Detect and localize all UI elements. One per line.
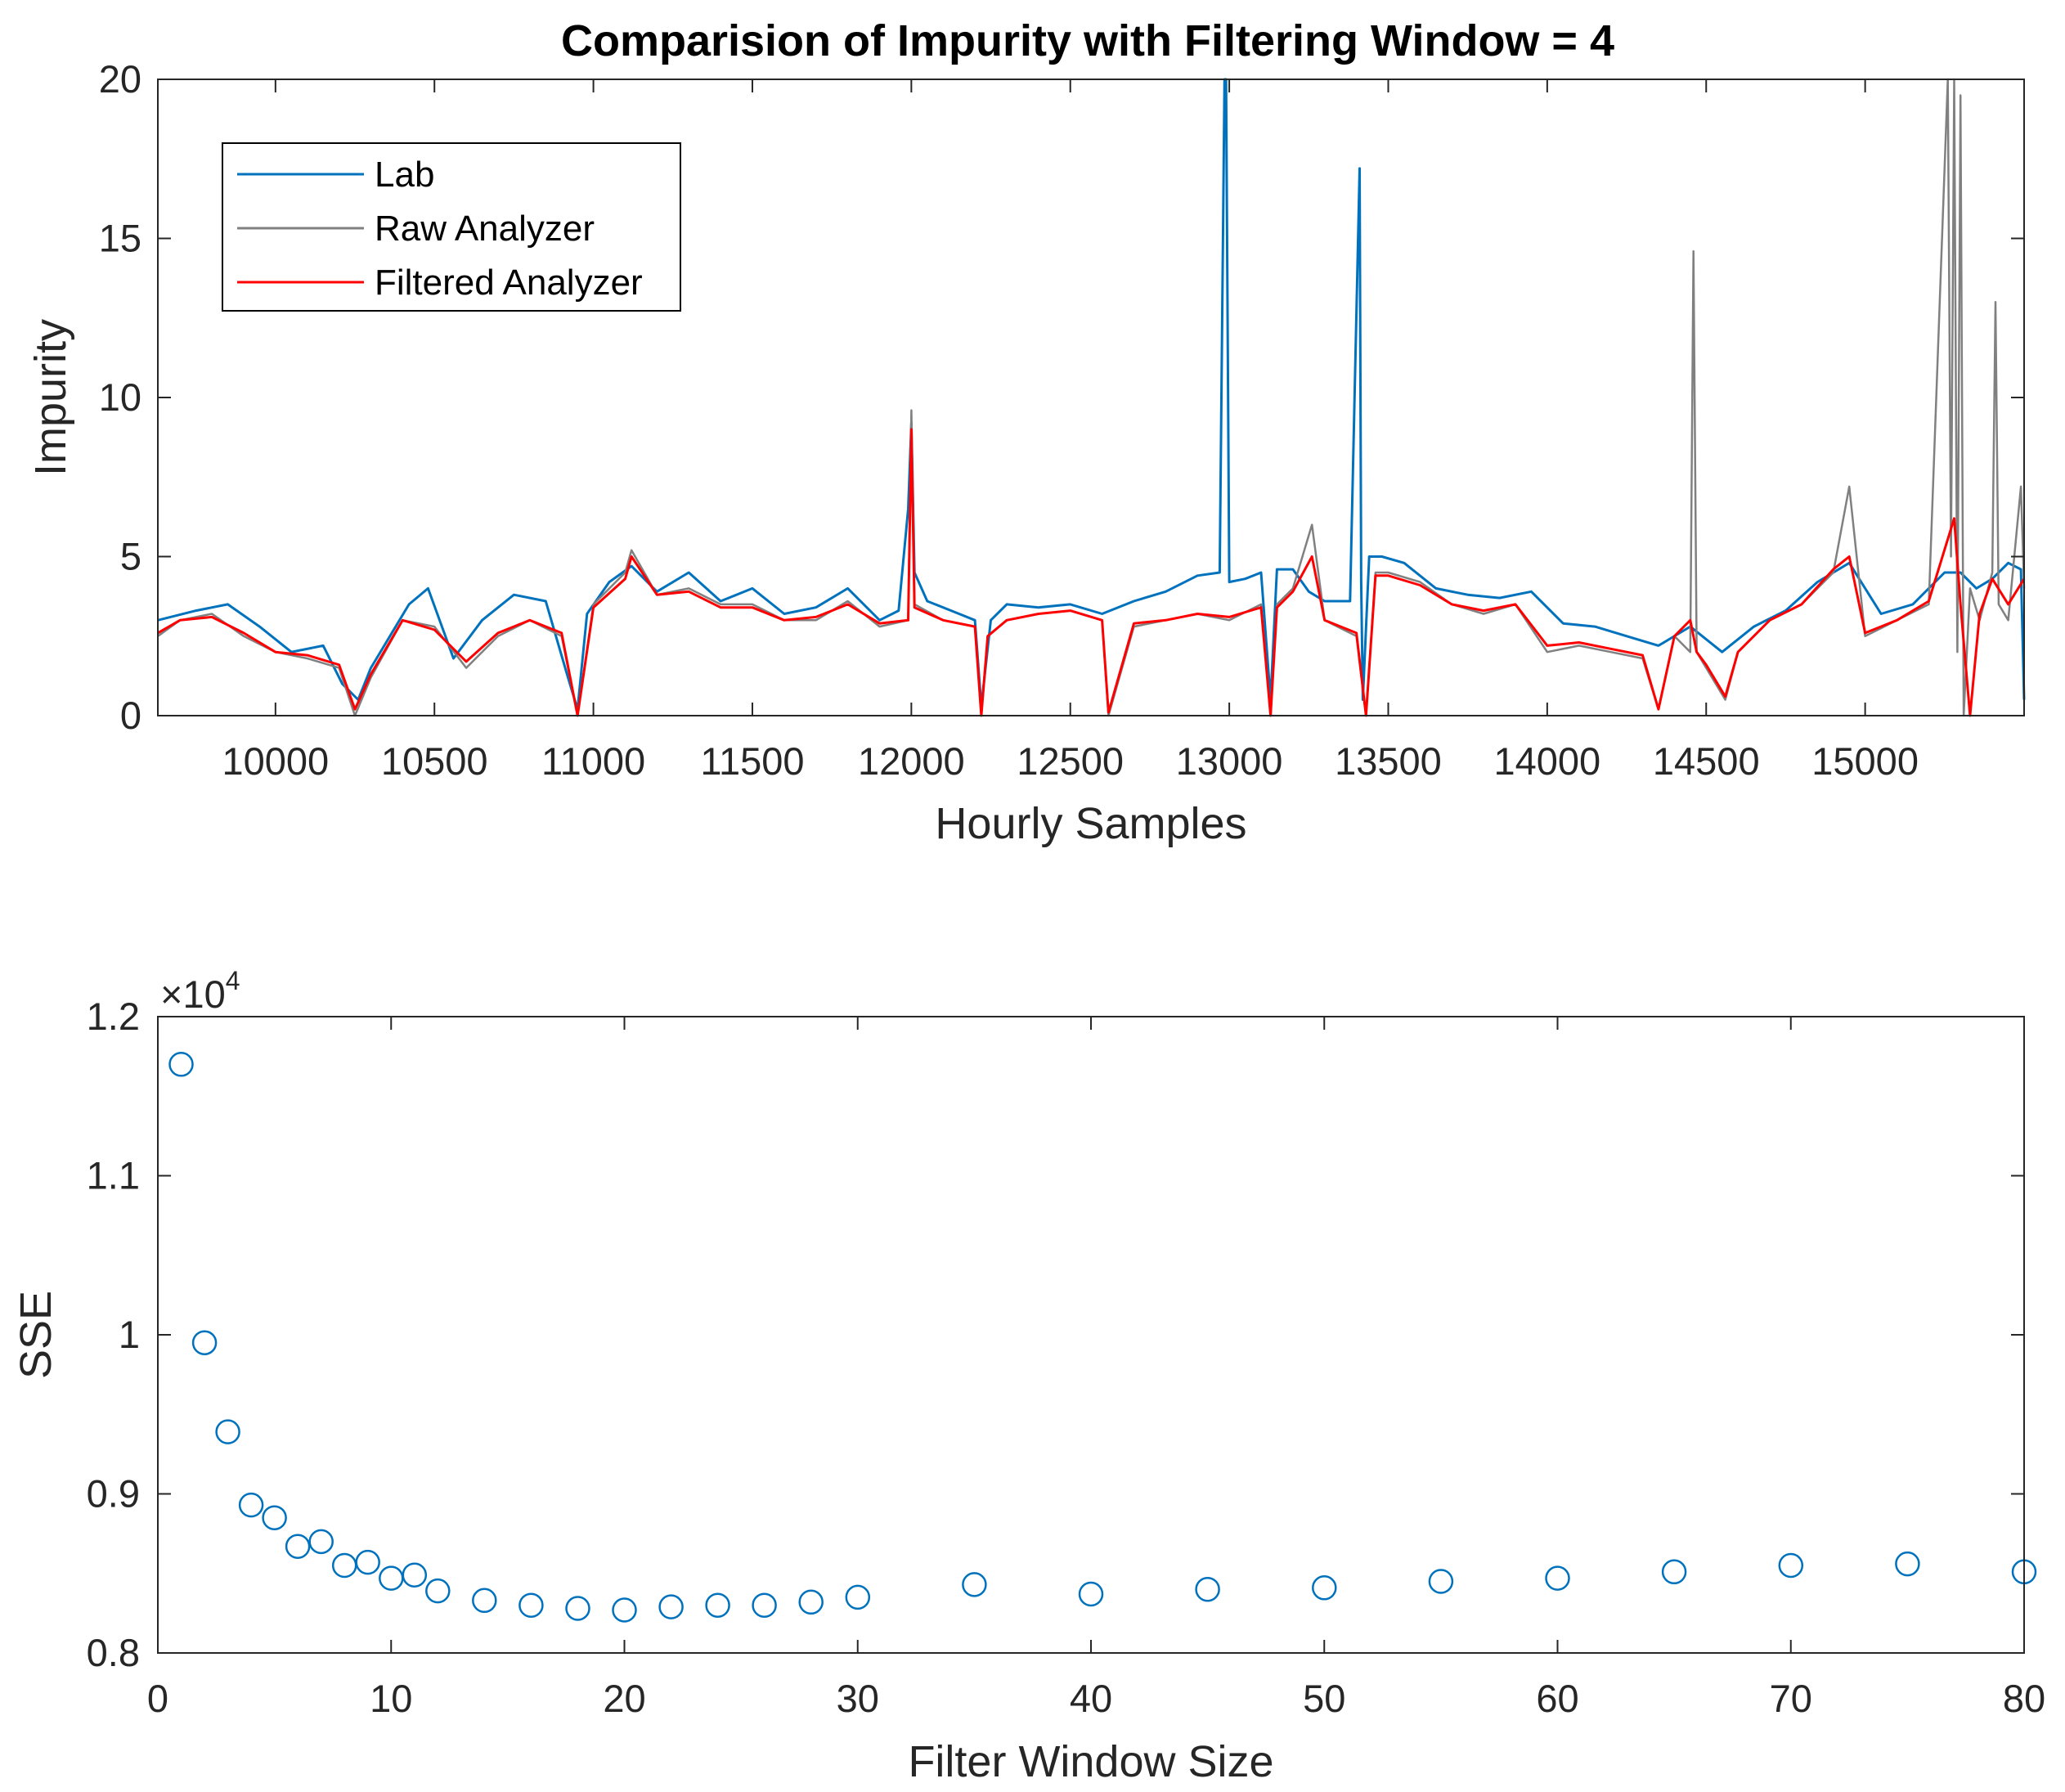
bottom-y-axis-label: SSE [11,1291,61,1379]
bottom-x-ticks: 0 10 20 30 40 50 60 70 80 [147,1017,2045,1720]
scatter-point [658,1594,684,1619]
bottom-x-tick-label: 10 [370,1677,412,1720]
bottom-y-tick-label: 1 [119,1313,140,1356]
legend-label-filtered-analyzer: Filtered Analyzer [375,263,643,303]
bottom-plot-points [168,1052,2037,1623]
top-y-tick-label: 15 [99,217,141,260]
top-plot-title: Comparision of Impurity with Filtering W… [561,16,1614,65]
top-y-tick-label: 20 [99,57,141,101]
bottom-y-exponent-base: ×10 [160,972,226,1016]
top-x-tick-label: 10500 [381,739,488,783]
scatter-point [845,1584,871,1610]
scatter-point [1895,1551,1920,1577]
scatter-point [565,1596,590,1621]
scatter-point [962,1572,987,1597]
legend-label-lab: Lab [375,155,434,195]
bottom-x-tick-label: 60 [1536,1677,1578,1720]
top-plot-lines [157,78,2026,717]
top-plot: Comparision of Impurity with Filtering W… [26,16,2026,848]
scatter-point [355,1549,380,1575]
scatter-point [612,1597,637,1623]
top-x-tick-label: 12000 [858,739,965,783]
top-x-tick-label: 14000 [1494,739,1601,783]
bottom-plot-area [158,1017,2024,1653]
bottom-x-tick-label: 50 [1303,1677,1345,1720]
scatter-point [518,1592,544,1618]
bottom-x-tick-label: 40 [1070,1677,1112,1720]
bottom-x-tick-label: 80 [2003,1677,2045,1720]
scatter-point [798,1589,824,1615]
scatter-point [705,1592,730,1618]
scatter-point [262,1505,287,1530]
top-y-tick-label: 0 [120,694,141,737]
bottom-y-tick-label: 0.8 [87,1631,140,1674]
scatter-point [215,1419,240,1444]
scatter-point [168,1052,194,1077]
top-x-axis-label: Hourly Samples [935,799,1246,848]
bottom-y-ticks: 0.8 0.9 1 1.1 1.2 [87,995,2024,1674]
bottom-y-exponent: ×104 [160,966,240,1016]
bottom-x-tick-label: 20 [603,1677,645,1720]
top-y-tick-label: 10 [99,375,141,419]
series-line-lab [157,78,2026,711]
bottom-x-axis-label: Filter Window Size [908,1737,1273,1786]
bottom-y-tick-label: 1.1 [87,1154,140,1197]
scatter-point [308,1529,334,1555]
series-line-filtered-analyzer [157,428,2026,717]
scatter-point [1661,1559,1687,1585]
bottom-y-tick-label: 1.2 [87,995,140,1038]
scatter-point [1545,1565,1570,1591]
scatter-point [238,1492,264,1518]
bottom-plot: 0 10 20 30 40 50 60 70 80 0.8 0.9 1 1.1 1.2 ×104 Fil… [11,966,2045,1786]
top-x-ticks: 10000 10500 11000 11500 12000 12500 13000 13500… [222,79,1919,783]
scatter-point [1778,1552,1804,1579]
bottom-x-tick-label: 0 [147,1677,168,1720]
top-x-tick-label: 11500 [700,739,804,783]
top-y-tick-label: 5 [120,535,141,578]
top-x-tick-label: 12500 [1017,739,1124,783]
top-x-tick-label: 14500 [1653,739,1760,783]
top-x-tick-label: 10000 [222,739,329,783]
bottom-y-exponent-power: 4 [226,966,240,995]
scatter-point [1078,1581,1104,1607]
bottom-x-tick-label: 70 [1770,1677,1812,1720]
top-x-tick-label: 11000 [541,739,645,783]
scatter-point [1428,1569,1454,1594]
top-x-tick-label: 13000 [1176,739,1283,783]
top-y-axis-label: Impurity [26,319,75,476]
scatter-point [1312,1575,1337,1601]
scatter-point [402,1562,428,1588]
legend: Lab Raw Analyzer Filtered Analyzer [222,142,681,312]
bottom-y-tick-label: 0.9 [87,1472,140,1516]
top-x-tick-label: 15000 [1811,739,1919,783]
bottom-x-tick-label: 30 [837,1677,879,1720]
legend-label-raw-analyzer: Raw Analyzer [375,209,595,249]
top-x-tick-label: 13500 [1335,739,1442,783]
scatter-point [191,1330,218,1355]
scatter-point [285,1534,311,1559]
scatter-point [752,1592,777,1618]
scatter-point [425,1578,451,1604]
top-y-ticks: 0 5 10 15 20 [99,57,2024,737]
scatter-point [472,1588,497,1614]
scatter-point [1195,1576,1220,1602]
